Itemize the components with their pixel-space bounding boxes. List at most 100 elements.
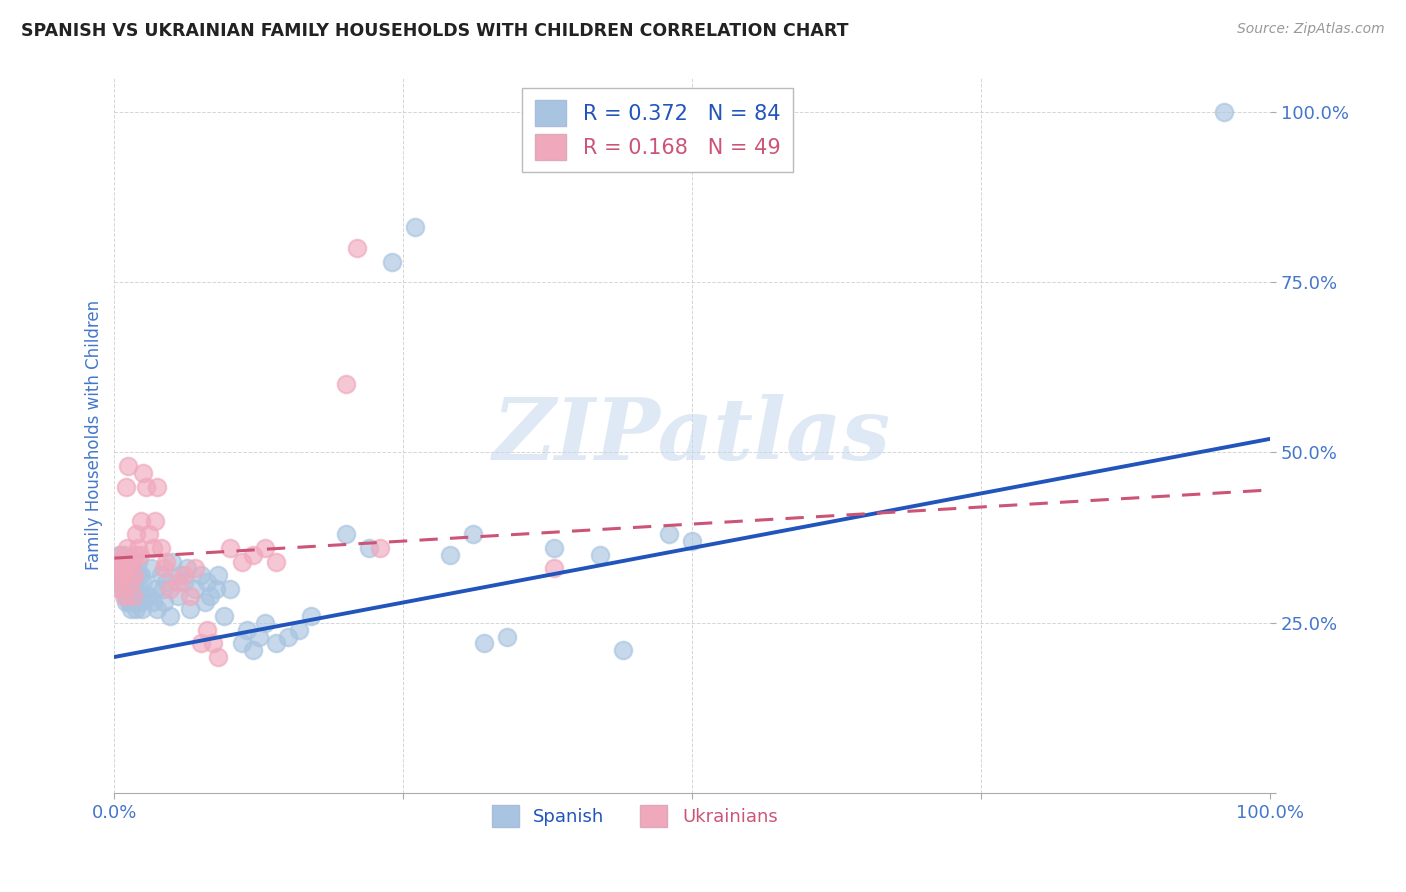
Point (138, 527, 160, 541)
Point (264, 555, 287, 569)
Point (143, 514, 166, 528)
Point (212, 609, 235, 624)
Point (152, 582, 174, 596)
Point (184, 582, 207, 596)
Point (159, 582, 181, 596)
Point (128, 582, 150, 596)
Point (110, 561, 132, 575)
Point (115, 589, 138, 603)
Point (277, 630, 299, 644)
Point (124, 582, 146, 596)
Point (114, 568, 136, 582)
Point (111, 561, 134, 575)
Point (543, 561, 565, 575)
Point (142, 541, 165, 555)
Point (120, 574, 142, 589)
Point (253, 541, 276, 555)
Point (132, 574, 155, 589)
Point (122, 589, 145, 603)
Point (115, 541, 138, 555)
Point (439, 548, 461, 562)
Point (131, 602, 153, 616)
Point (107, 561, 129, 575)
Point (231, 636, 253, 650)
Point (143, 582, 166, 596)
Point (108, 548, 131, 562)
Point (111, 555, 134, 569)
Point (141, 561, 163, 575)
Point (121, 555, 143, 569)
Point (114, 568, 136, 582)
Point (231, 555, 253, 569)
Point (115, 574, 138, 589)
Point (195, 623, 218, 637)
Point (120, 602, 142, 616)
Point (108, 548, 131, 562)
Point (173, 574, 195, 589)
Point (155, 574, 177, 589)
Point (190, 568, 212, 582)
Point (242, 643, 264, 657)
Point (108, 582, 131, 596)
Point (288, 623, 311, 637)
Point (201, 636, 224, 650)
Point (404, 220, 426, 235)
Point (107, 568, 129, 582)
Point (115, 561, 138, 575)
Text: ZIPatlas: ZIPatlas (494, 393, 891, 477)
Point (1213, 104, 1236, 119)
Point (132, 466, 155, 480)
Point (128, 548, 150, 562)
Point (160, 555, 183, 569)
Point (112, 574, 135, 589)
Point (108, 574, 131, 589)
Point (149, 568, 172, 582)
Text: SPANISH VS UKRAINIAN FAMILY HOUSEHOLDS WITH CHILDREN CORRELATION CHART: SPANISH VS UKRAINIAN FAMILY HOUSEHOLDS W… (21, 22, 849, 40)
Point (129, 514, 152, 528)
Point (335, 377, 357, 392)
Point (121, 574, 143, 589)
Point (368, 541, 391, 555)
Legend: Spanish, Ukrainians: Spanish, Ukrainians (484, 798, 785, 834)
Point (121, 589, 143, 603)
Point (247, 630, 270, 644)
Point (496, 630, 519, 644)
Point (264, 636, 287, 650)
Point (118, 595, 141, 609)
Point (176, 561, 198, 575)
Point (167, 574, 190, 589)
Point (127, 541, 149, 555)
Point (112, 589, 135, 603)
Point (179, 602, 201, 616)
Point (117, 555, 139, 569)
Point (153, 561, 176, 575)
Point (127, 555, 149, 569)
Y-axis label: Family Households with Children: Family Households with Children (86, 301, 103, 571)
Point (129, 568, 152, 582)
Point (335, 527, 357, 541)
Point (117, 568, 139, 582)
Point (236, 623, 259, 637)
Point (111, 582, 134, 596)
Point (114, 582, 136, 596)
Point (146, 479, 169, 493)
Point (118, 582, 141, 596)
Point (173, 568, 195, 582)
Point (155, 555, 177, 569)
Point (122, 561, 145, 575)
Point (122, 568, 145, 582)
Point (108, 555, 131, 569)
Point (219, 541, 242, 555)
Point (108, 561, 131, 575)
Point (184, 561, 207, 575)
Point (125, 527, 148, 541)
Point (112, 548, 135, 562)
Point (200, 589, 222, 603)
Point (681, 534, 703, 549)
Point (205, 582, 228, 596)
Point (120, 568, 142, 582)
Point (110, 555, 132, 569)
Point (381, 254, 404, 268)
Point (138, 589, 160, 603)
Point (115, 479, 138, 493)
